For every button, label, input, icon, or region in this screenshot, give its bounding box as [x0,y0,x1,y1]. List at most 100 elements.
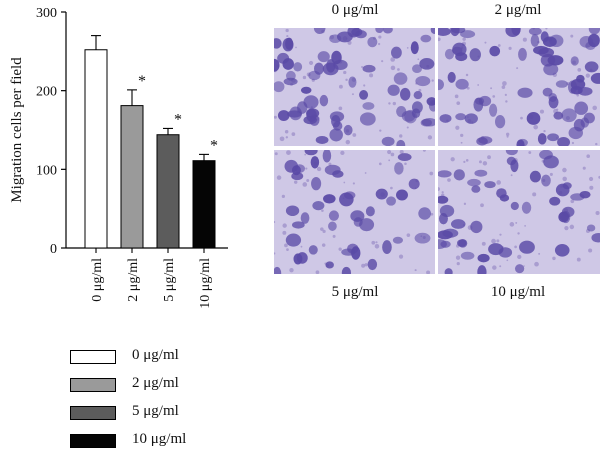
cell [277,52,290,64]
cell [444,268,453,274]
cell [331,50,342,65]
cell [386,196,396,206]
cell [489,45,501,57]
cell [447,71,456,83]
significance-mark: * [138,73,146,90]
debris-dot [390,65,396,71]
micrograph-cells [438,28,600,146]
debris-dot [343,181,346,184]
debris-dot [455,125,460,130]
y-tick-label: 300 [36,6,57,21]
cell [530,34,540,47]
debris-dot [320,227,324,231]
debris-dot [465,159,469,162]
debris-dot [282,223,287,228]
debris-dot [390,152,395,157]
debris-dot [378,162,382,166]
debris-dot [504,93,507,96]
debris-dot [406,47,409,49]
debris-dot [404,162,407,166]
debris-dot [364,172,367,174]
cell [439,114,452,123]
cell [470,220,483,234]
cell [285,37,294,50]
cell [292,221,305,229]
bar [84,49,108,249]
cell [362,64,376,73]
cell [477,265,487,274]
debris-dot [284,129,289,134]
cell [547,133,559,142]
cell [323,194,336,204]
debris-dot [338,106,343,111]
debris-dot [454,94,459,99]
cell [549,34,564,48]
cell [359,90,369,100]
cell [284,159,299,173]
cell [375,188,388,200]
debris-dot [306,179,310,182]
debris-dot [418,88,422,92]
debris-dot [517,232,520,235]
debris-dot [506,135,509,138]
debris-dot [534,261,539,267]
cell [325,261,334,269]
debris-dot [589,185,594,190]
debris-dot [543,129,546,133]
cell [392,236,403,244]
cell [591,232,600,243]
debris-dot [390,186,393,190]
cell [310,156,320,169]
cell [505,150,518,156]
debris-dot [375,241,378,244]
cell [396,139,406,146]
cell [444,48,455,60]
cell [588,28,600,35]
debris-dot [484,41,487,44]
cell [315,135,329,144]
legend-swatch [70,378,116,392]
debris-dot [316,166,322,172]
debris-dot [351,93,354,96]
debris-dot [562,176,567,182]
cell [322,150,332,163]
debris-dot [345,139,351,145]
significance-mark: * [174,111,182,128]
x-tick-label: 10 μg/ml [198,258,213,309]
cell [381,136,395,146]
debris-dot [274,252,276,255]
cell [344,191,356,200]
cell [359,218,375,232]
debris-dot [576,93,579,97]
debris-dot [505,100,508,103]
debris-dot [429,171,434,176]
debris-dot [282,230,287,235]
cell [394,162,404,175]
cell [359,112,376,126]
cell [397,153,412,162]
cell [328,221,337,231]
cell [540,31,549,43]
debris-dot [515,221,518,224]
cell [341,248,356,256]
x-tick-label: 0 μg/ml [90,258,105,302]
cell [341,266,352,274]
cell [460,30,476,39]
cell [365,206,375,217]
debris-dot [388,102,391,105]
debris-dot [589,176,594,182]
debris-dot [533,124,539,130]
cell [554,244,570,257]
debris-dot [286,150,291,155]
debris-dot [274,115,277,119]
debris-dot [321,243,326,247]
cell [418,207,432,220]
cell [586,224,596,232]
cell [438,28,451,36]
debris-dot [293,180,298,184]
debris-dot [460,141,463,144]
debris-dot [417,58,420,61]
legend-label: 0 μg/ml [132,347,179,363]
debris-dot [480,203,484,208]
cell [540,53,556,67]
